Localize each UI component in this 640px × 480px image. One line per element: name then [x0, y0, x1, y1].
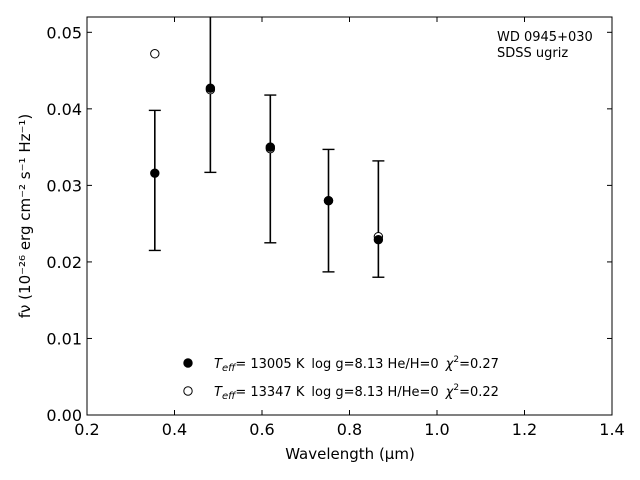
x-tick-label: 0.8 [337, 420, 362, 439]
y-tick-label: 0.05 [46, 23, 82, 42]
annotation-line-1: WD 0945+030 [497, 30, 593, 45]
x-tick-label: 0.4 [162, 420, 187, 439]
legend-entry-1-teff: = 13005 K [235, 357, 305, 372]
model-point-filled [150, 168, 160, 178]
y-axis-label: fν (10⁻²⁶ erg cm⁻² s⁻¹ Hz⁻¹) [16, 114, 34, 319]
legend-entry-1-chi: =0.27 [459, 357, 499, 372]
model-point-filled [265, 142, 276, 152]
data-points [150, 49, 384, 245]
y-tick-label: 0.02 [46, 253, 82, 272]
annotation-line-2: SDSS ugriz [497, 46, 568, 61]
legend-marker-filled [183, 358, 193, 368]
y-tick-label: 0.04 [46, 100, 82, 119]
x-axis-ticks: 0.2 0.4 0.6 0.8 1.0 1.2 1.4 [74, 17, 625, 439]
y-tick-label: 0.00 [46, 406, 82, 425]
error-bars [148, 17, 385, 278]
legend-entry-2-chi: =0.22 [459, 385, 499, 400]
x-tick-label: 1.4 [599, 420, 624, 439]
model-point-filled [205, 83, 216, 93]
x-tick-label: 0.2 [74, 420, 99, 439]
legend-entry-2-params: log g=8.13 H/He=0 [311, 385, 438, 400]
model-point-open [150, 49, 160, 59]
legend-entry-1-params: log g=8.13 He/H=0 [311, 357, 438, 372]
plot-frame [86, 16, 613, 416]
y-tick-label: 0.01 [46, 329, 82, 348]
x-tick-label: 0.6 [249, 420, 274, 439]
legend-entry-2-teff: = 13347 K [235, 385, 305, 400]
x-tick-label: 1.2 [512, 420, 537, 439]
y-tick-label: 0.03 [46, 176, 82, 195]
y-axis-ticks: 0.00 0.01 0.02 0.03 0.04 0.05 [46, 23, 612, 425]
x-axis-label: Wavelength (μm) [285, 445, 415, 463]
legend-marker-open [183, 386, 193, 396]
model-point-filled [373, 235, 384, 245]
model-point-filled [323, 195, 334, 206]
x-tick-label: 1.0 [424, 420, 449, 439]
